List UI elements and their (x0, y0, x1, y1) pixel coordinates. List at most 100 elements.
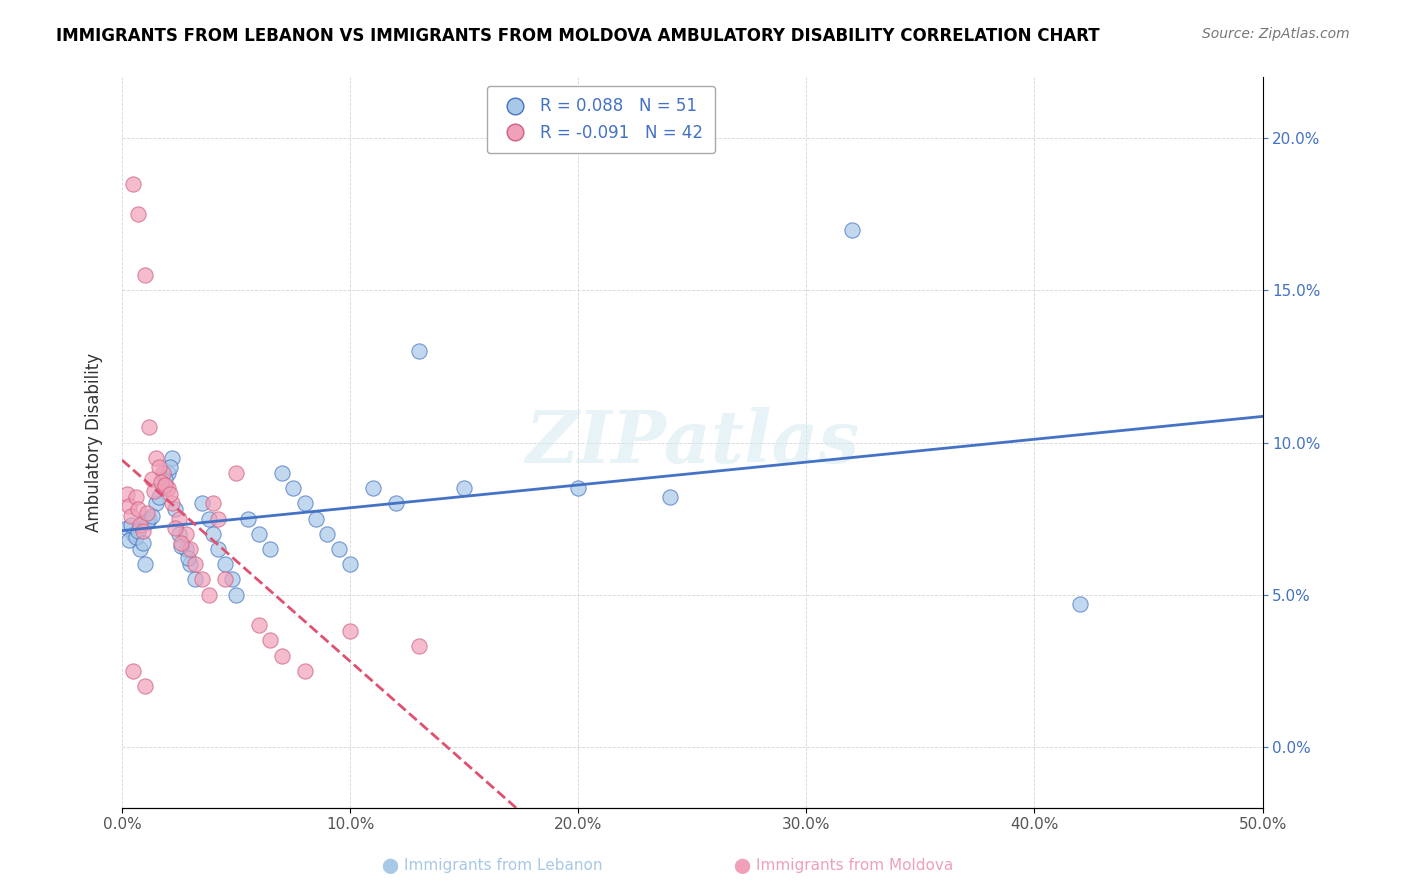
Point (170, 536, 193, 550)
Point (236, 511, 259, 525)
Point (1069, 597, 1091, 611)
Point (156, 466, 179, 480)
Point (270, 466, 292, 480)
Point (122, 664, 145, 678)
Point (225, 466, 247, 480)
Point (134, 268, 156, 283)
Point (118, 533, 141, 547)
Point (125, 530, 148, 544)
Point (131, 536, 153, 550)
Point (247, 618, 270, 632)
Point (160, 450, 183, 465)
Point (170, 539, 193, 553)
Point (122, 526, 145, 541)
Point (294, 664, 316, 678)
Point (120, 517, 142, 532)
Point (658, 491, 681, 505)
Point (197, 511, 219, 525)
Text: ZIPatlas: ZIPatlas (526, 407, 859, 478)
Point (174, 542, 197, 557)
Point (841, 222, 863, 236)
Text: IMMIGRANTS FROM LEBANON VS IMMIGRANTS FROM MOLDOVA AMBULATORY DISABILITY CORRELA: IMMIGRANTS FROM LEBANON VS IMMIGRANTS FR… (56, 27, 1099, 45)
Point (259, 542, 281, 557)
Point (145, 496, 167, 510)
Point (184, 558, 207, 572)
Y-axis label: Ambulatory Disability: Ambulatory Disability (86, 353, 103, 533)
Text: ⬤ Immigrants from Lebanon: ⬤ Immigrants from Lebanon (382, 858, 602, 874)
Point (408, 344, 430, 359)
Point (384, 496, 406, 510)
Point (207, 511, 229, 525)
Point (138, 511, 160, 525)
Point (148, 459, 170, 474)
Point (225, 588, 247, 602)
Point (141, 472, 163, 486)
Point (294, 496, 316, 510)
Point (127, 502, 149, 516)
Point (221, 573, 243, 587)
Point (408, 640, 430, 654)
Point (453, 481, 475, 495)
Text: Source: ZipAtlas.com: Source: ZipAtlas.com (1202, 27, 1350, 41)
Point (163, 502, 186, 516)
Point (136, 515, 159, 529)
Point (328, 542, 350, 557)
Point (167, 526, 190, 541)
Point (202, 496, 225, 510)
Point (143, 484, 166, 499)
Point (134, 679, 156, 693)
Point (145, 450, 167, 465)
Point (247, 526, 270, 541)
Point (339, 624, 361, 639)
Point (155, 478, 177, 492)
Point (125, 491, 148, 505)
Point (115, 487, 138, 501)
Point (149, 475, 172, 489)
Text: ⬤ Immigrants from Moldova: ⬤ Immigrants from Moldova (734, 858, 953, 874)
Point (156, 481, 179, 495)
Point (207, 542, 229, 557)
Point (174, 526, 197, 541)
Point (305, 511, 328, 525)
Point (163, 521, 186, 535)
Point (214, 573, 236, 587)
Point (136, 506, 159, 520)
Point (159, 487, 181, 501)
Point (361, 481, 384, 495)
Point (155, 472, 177, 486)
Point (122, 177, 145, 191)
Point (197, 588, 219, 602)
Point (270, 648, 292, 663)
Point (567, 481, 589, 495)
Point (167, 511, 190, 525)
Legend: R = 0.088   N = 51, R = -0.091   N = 42: R = 0.088 N = 51, R = -0.091 N = 42 (486, 86, 716, 153)
Point (152, 466, 174, 480)
Point (115, 521, 138, 535)
Point (339, 558, 361, 572)
Point (134, 558, 156, 572)
Point (141, 508, 163, 523)
Point (127, 524, 149, 538)
Point (120, 508, 142, 523)
Point (202, 526, 225, 541)
Point (127, 207, 149, 221)
Point (159, 459, 181, 474)
Point (138, 420, 160, 434)
Point (129, 542, 152, 557)
Point (160, 496, 183, 510)
Point (214, 558, 236, 572)
Point (177, 551, 200, 566)
Point (179, 542, 201, 557)
Point (118, 500, 141, 514)
Point (148, 491, 170, 505)
Point (129, 517, 152, 532)
Point (191, 496, 214, 510)
Point (152, 481, 174, 495)
Point (179, 558, 201, 572)
Point (316, 526, 339, 541)
Point (191, 573, 214, 587)
Point (259, 633, 281, 648)
Point (184, 573, 207, 587)
Point (281, 481, 304, 495)
Point (131, 524, 153, 538)
